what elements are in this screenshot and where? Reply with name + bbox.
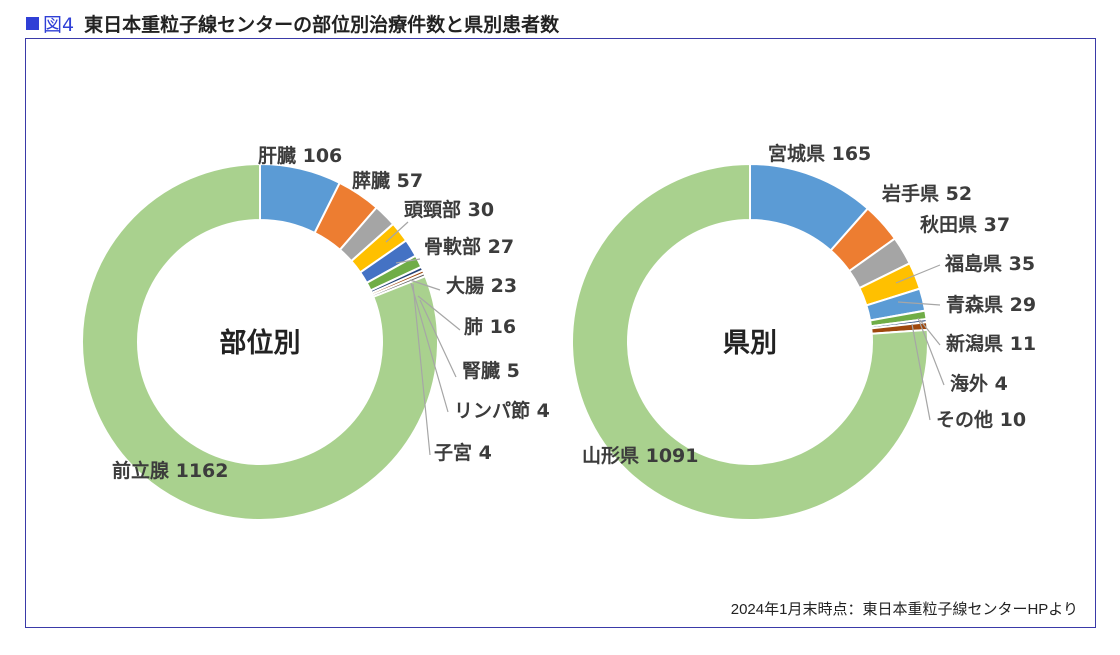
site-leader-7 [419, 299, 457, 378]
pref-leader-8 [911, 323, 931, 421]
site-leader-6 [417, 295, 461, 331]
pref-label-9: 山形県 1091 [582, 445, 699, 467]
pref-slice-9 [571, 162, 929, 521]
site-leader-8 [410, 282, 449, 413]
pref-label-7: 海外 4 [950, 372, 1008, 395]
pref-label-1: 宮城県 165 [768, 142, 871, 165]
site-label-6: 肺 16 [464, 316, 516, 338]
site-label-3: 頭頸部 30 [404, 198, 494, 221]
pref-label-3: 秋田県 37 [920, 213, 1010, 236]
site-label-2: 膵臓 57 [352, 169, 423, 192]
pref-label-6: 新潟県 11 [946, 332, 1036, 355]
pref-leader-7 [917, 317, 945, 386]
site-donut: 肝臓 106 膵臓 57 頭頸部 30 骨軟部 27 大腸 23 肺 16 腎臓 5 リンパ節… [81, 145, 550, 521]
pref-label-8: その他 10 [936, 408, 1026, 431]
pref-label-4: 福島県 35 [944, 252, 1035, 275]
site-label-4: 骨軟部 27 [424, 235, 514, 258]
pref-label-2: 岩手県 52 [881, 182, 972, 205]
figure-header: 図4 東日本重粒子線センターの部位別治療件数と県別患者数 [26, 8, 559, 38]
pref-leader-4 [895, 264, 941, 284]
source-note: 2024年1月末時点：東日本重粒子線センターHPより [730, 601, 1078, 618]
site-leader-4 [395, 258, 421, 264]
figure-title: 東日本重粒子線センターの部位別治療件数と県別患者数 [84, 13, 560, 36]
pref-label-5: 青森県 29 [946, 293, 1036, 316]
site-leader-5 [409, 279, 441, 291]
figure-number: 図4 [43, 13, 75, 36]
pref-leader-6 [919, 319, 941, 346]
site-label-10: 前立腺 1162 [112, 459, 229, 482]
pref-leader-5 [897, 301, 941, 306]
site-label-9: 子宮 4 [434, 441, 492, 464]
site-label-7: 腎臓 5 [462, 360, 520, 382]
figure-square-icon [26, 16, 39, 30]
pref-chart-title: 県別 [723, 328, 777, 359]
site-leader-9 [412, 283, 431, 456]
site-leader-3 [385, 221, 409, 243]
site-chart-title: 部位別 [220, 327, 301, 359]
pref-donut: 宮城県 165 岩手県 52 秋田県 37 福島県 35 青森県 29 新潟県 11 海外 … [571, 142, 1036, 521]
site-label-8: リンパ節 4 [454, 399, 550, 422]
site-label-1: 肝臓 106 [258, 145, 342, 167]
site-slice-10 [81, 162, 439, 521]
chart-frame [25, 38, 1096, 628]
site-label-5: 大腸 23 [446, 274, 517, 297]
